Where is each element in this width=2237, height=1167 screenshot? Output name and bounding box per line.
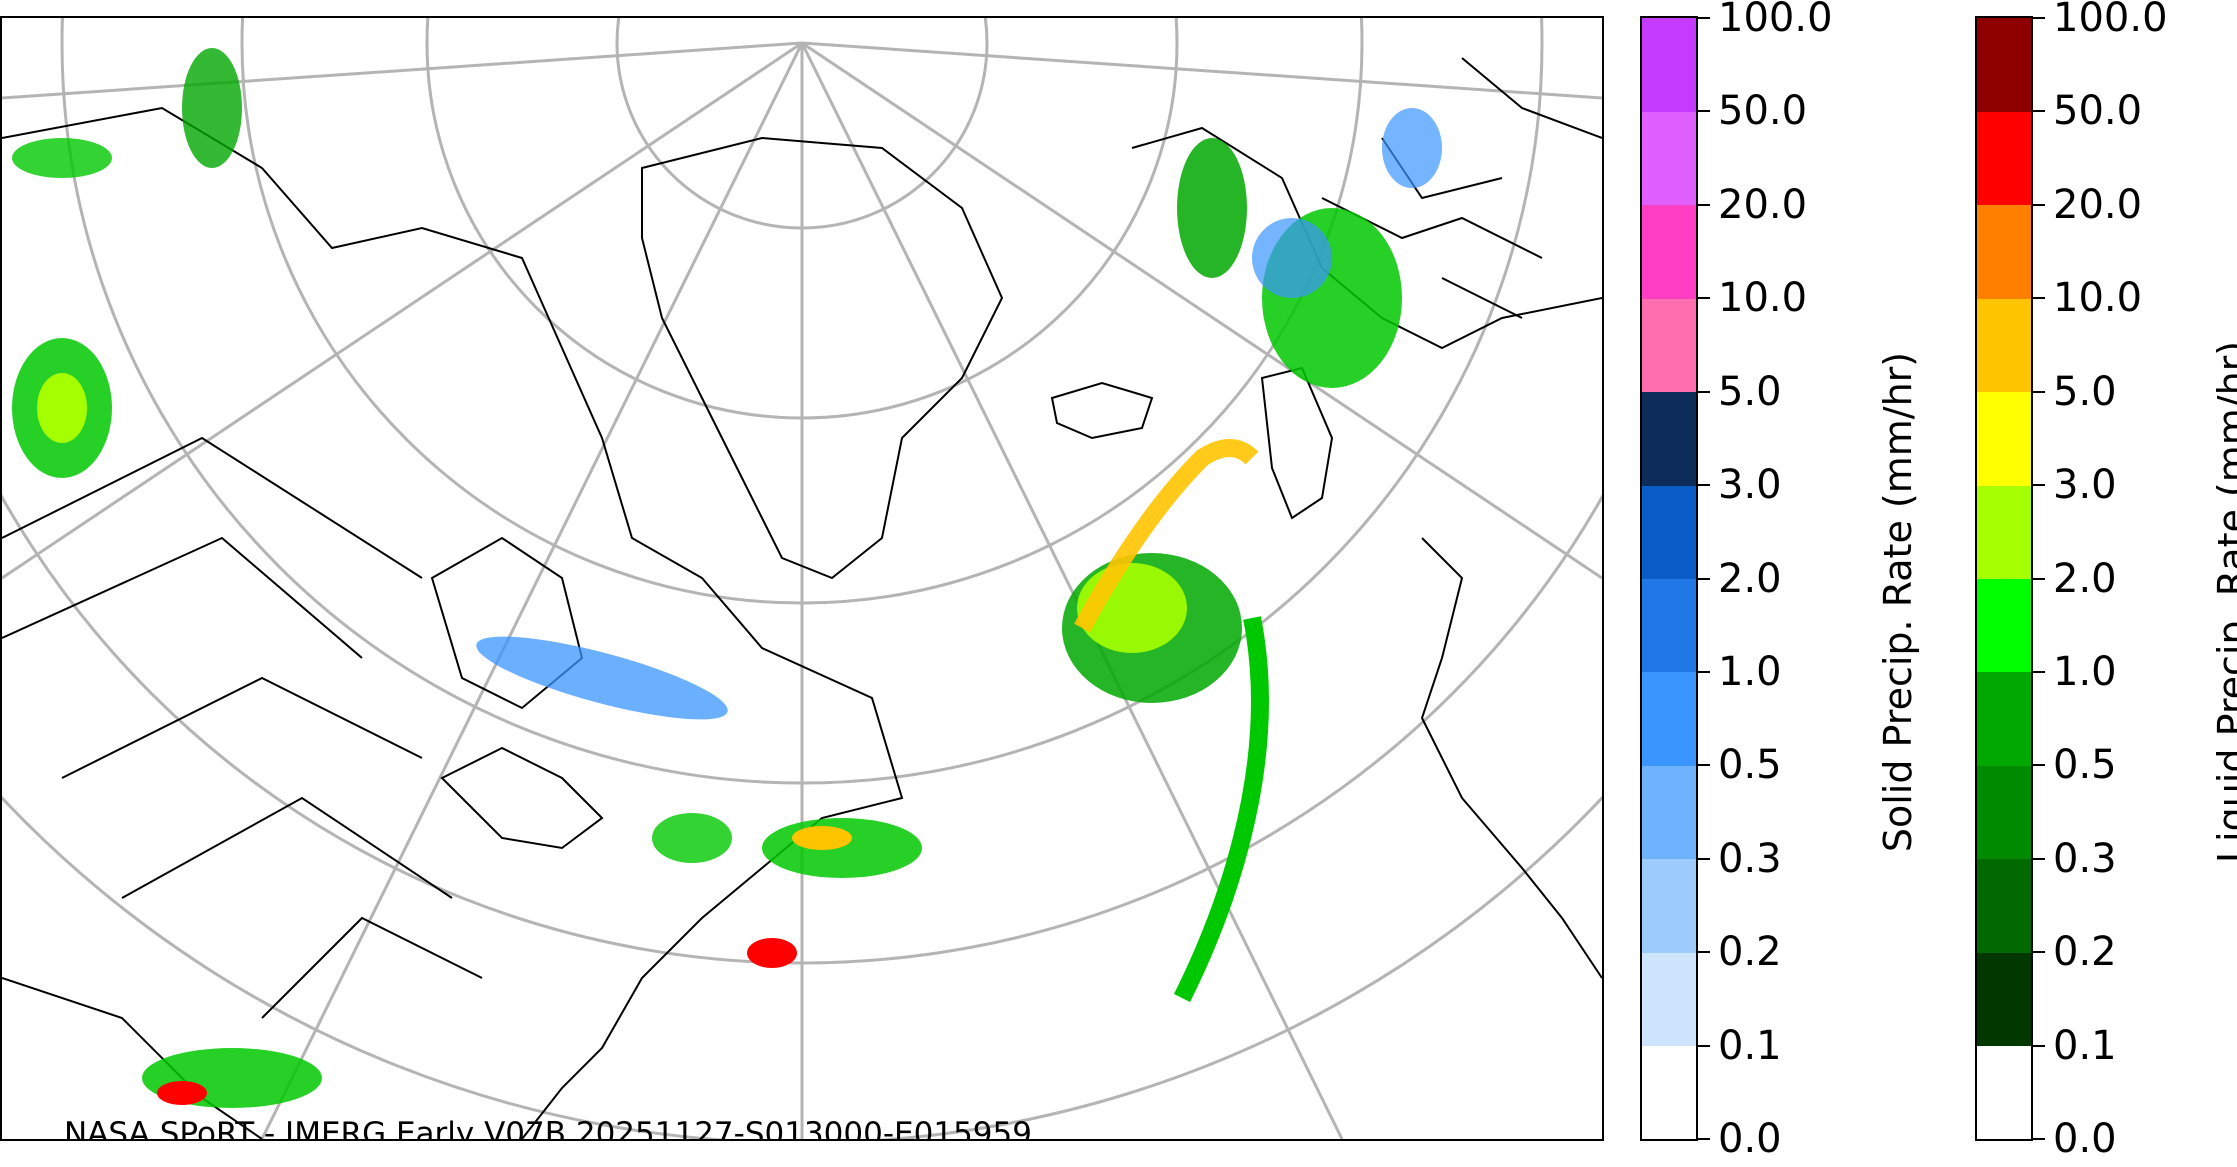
liquid_colorbar-tick-label: 0.3 xyxy=(2053,835,2117,882)
precipitation xyxy=(12,48,1442,1108)
solid_colorbar-tick-label: 3.0 xyxy=(1718,462,1782,509)
liquid_colorbar-band xyxy=(1977,485,2031,579)
liquid_colorbar-tick-mark xyxy=(2033,1138,2045,1140)
solid_colorbar-band xyxy=(1642,485,1696,579)
north-america-coast xyxy=(2,106,904,1139)
solid_colorbar-tick-mark xyxy=(1698,297,1710,300)
liquid_colorbar-tick-label: 0.1 xyxy=(2053,1022,2117,1069)
greenland-outline xyxy=(641,136,1004,580)
liquid_colorbar-band xyxy=(1977,111,2031,206)
europe-borders xyxy=(1321,57,1602,319)
liquid_colorbar-tick-label: 1.0 xyxy=(2053,648,2117,695)
solid_colorbar-tick-label: 50.0 xyxy=(1718,88,1808,135)
liquid-precip-colorbar xyxy=(1975,16,2033,1141)
solid_colorbar-tick-mark xyxy=(1698,951,1710,954)
solid_colorbar-tick-mark xyxy=(1698,17,1710,19)
liquid_colorbar-tick-label: 5.0 xyxy=(2053,368,2117,415)
solid_colorbar-tick-label: 2.0 xyxy=(1718,555,1782,602)
liquid_colorbar-tick-label: 0.0 xyxy=(2053,1116,2117,1162)
solid_colorbar-band xyxy=(1642,578,1696,673)
liquid_colorbar-band xyxy=(1977,671,2031,766)
solid_colorbar-band xyxy=(1642,1045,1696,1140)
liquid_colorbar-tick-mark xyxy=(2033,857,2045,860)
liquid_colorbar-tick-label: 3.0 xyxy=(2053,462,2117,509)
liquid_colorbar-tick-label: 2.0 xyxy=(2053,555,2117,602)
liquid_colorbar-band xyxy=(1977,204,2031,299)
solid_colorbar-band xyxy=(1642,952,1696,1047)
solid_colorbar-tick-mark xyxy=(1698,110,1710,113)
map-panel: NASA SPoRT - IMERG Early V07B 20251127-S… xyxy=(0,16,1604,1141)
solid_colorbar-band xyxy=(1642,671,1696,766)
liquid_colorbar-band xyxy=(1977,765,2031,860)
solid_colorbar-tick-label: 0.2 xyxy=(1718,929,1782,976)
iberia-africa-coast xyxy=(1420,537,1602,979)
us-states xyxy=(2,436,483,1019)
solid_colorbar-tick-mark xyxy=(1698,1044,1710,1047)
liquid_colorbar-tick-mark xyxy=(2033,17,2045,19)
liquid_colorbar-tick-mark xyxy=(2033,1044,2045,1047)
liquid_colorbar-tick-label: 0.5 xyxy=(2053,742,2117,789)
solid_colorbar-tick-label: 20.0 xyxy=(1718,181,1808,228)
data-source-caption: NASA SPoRT - IMERG Early V07B 20251127-S… xyxy=(64,1116,1032,1141)
solid_colorbar-tick-mark xyxy=(1698,764,1710,767)
map-canvas xyxy=(2,18,1602,1139)
liquid_colorbar-tick-mark xyxy=(2033,951,2045,954)
solid_colorbar-band xyxy=(1642,204,1696,299)
solid_colorbar-band xyxy=(1642,298,1696,393)
liquid_colorbar-tick-mark xyxy=(2033,110,2045,113)
liquid_colorbar-tick-label: 10.0 xyxy=(2053,275,2143,322)
great-lakes xyxy=(440,746,604,850)
solid_colorbar-band xyxy=(1642,111,1696,206)
solid_colorbar-tick-mark xyxy=(1698,857,1710,860)
liquid_colorbar-tick-label: 100.0 xyxy=(2053,0,2168,41)
liquid_colorbar-tick-mark xyxy=(2033,764,2045,767)
coastlines xyxy=(2,57,1602,1139)
solid_colorbar-tick-label: 5.0 xyxy=(1718,368,1782,415)
solid_colorbar-band xyxy=(1642,18,1696,112)
solid_colorbar-tick-mark xyxy=(1698,484,1710,487)
liquid_colorbar-band xyxy=(1977,18,2031,112)
liquid_colorbar-tick-label: 0.2 xyxy=(2053,929,2117,976)
iceland-outline xyxy=(1050,381,1154,440)
solid_colorbar-tick-label: 100.0 xyxy=(1718,0,1833,41)
liquid_colorbar-tick-mark xyxy=(2033,670,2045,673)
solid_colorbar-tick-label: 1.0 xyxy=(1718,648,1782,695)
graticule xyxy=(2,18,1602,1139)
solid_colorbar-tick-mark xyxy=(1698,670,1710,673)
solid_colorbar-tick-mark xyxy=(1698,203,1710,206)
liquid_colorbar-tick-label: 20.0 xyxy=(2053,181,2143,228)
liquid_colorbar-band xyxy=(1977,391,2031,486)
solid_colorbar-tick-label: 0.3 xyxy=(1718,835,1782,882)
solid_colorbar-tick-mark xyxy=(1698,1138,1710,1140)
solid_colorbar-tick-label: 10.0 xyxy=(1718,275,1808,322)
solid_colorbar-tick-label: 0.1 xyxy=(1718,1022,1782,1069)
solid_colorbar-tick-label: 0.0 xyxy=(1718,1116,1782,1162)
solid_colorbar-band xyxy=(1642,765,1696,860)
solid-precip-label: Solid Precip. Rate (mm/hr) xyxy=(1876,351,1920,853)
mexico-coast xyxy=(2,977,263,1139)
solid-precip-colorbar xyxy=(1640,16,1698,1141)
liquid-precip-label: Liquid Precip. Rate (mm/hr) xyxy=(2210,340,2237,864)
solid_colorbar-band xyxy=(1642,858,1696,953)
liquid_colorbar-tick-mark xyxy=(2033,203,2045,206)
solid_colorbar-tick-mark xyxy=(1698,577,1710,580)
solid_colorbar-tick-mark xyxy=(1698,390,1710,393)
liquid_colorbar-tick-mark xyxy=(2033,297,2045,300)
solid_colorbar-band xyxy=(1642,391,1696,486)
liquid_colorbar-band xyxy=(1977,952,2031,1047)
liquid_colorbar-band xyxy=(1977,1045,2031,1140)
liquid_colorbar-band xyxy=(1977,858,2031,953)
liquid_colorbar-tick-mark xyxy=(2033,390,2045,393)
liquid_colorbar-tick-mark xyxy=(2033,577,2045,580)
liquid_colorbar-tick-label: 50.0 xyxy=(2053,88,2143,135)
liquid_colorbar-tick-mark xyxy=(2033,484,2045,487)
liquid_colorbar-band xyxy=(1977,298,2031,393)
solid_colorbar-tick-label: 0.5 xyxy=(1718,742,1782,789)
liquid_colorbar-band xyxy=(1977,578,2031,673)
